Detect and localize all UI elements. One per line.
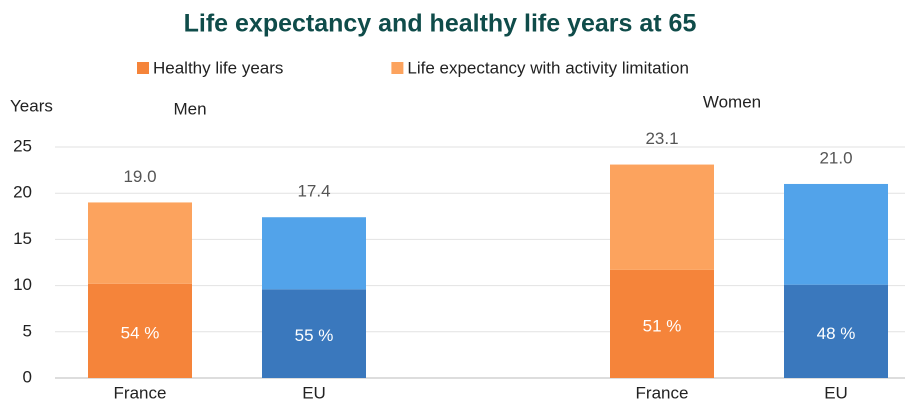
- legend-swatch: [137, 62, 149, 74]
- bar-segment: [784, 183, 888, 285]
- bar-segment: [610, 269, 714, 378]
- y-tick-label: 20: [13, 183, 32, 202]
- total-label: 23.1: [645, 129, 678, 148]
- share-label: 51 %: [643, 316, 682, 335]
- share-label: 54 %: [121, 323, 160, 342]
- chart-title: Life expectancy and healthy life years a…: [184, 10, 697, 38]
- x-tick-label: France: [114, 383, 167, 402]
- y-tick-label: 15: [13, 229, 32, 248]
- total-label: 19.0: [123, 167, 156, 186]
- y-axis-label: Years: [10, 96, 53, 115]
- y-tick-label: 5: [23, 321, 32, 340]
- bar-segment: [262, 289, 366, 378]
- x-tick-label: EU: [302, 383, 326, 402]
- bar-segment: [610, 164, 714, 270]
- bar-segment: [784, 284, 888, 378]
- y-tick-label: 10: [13, 275, 32, 294]
- total-label: 17.4: [297, 182, 330, 201]
- share-label: 55 %: [295, 326, 334, 345]
- legend-swatch: [391, 62, 404, 74]
- total-label: 21.0: [819, 148, 852, 167]
- bar-segment: [262, 217, 366, 290]
- legend-label: Healthy life years: [153, 58, 283, 77]
- y-tick-label: 25: [13, 136, 32, 155]
- group-label: Women: [703, 92, 761, 111]
- bar-segment: [88, 202, 192, 284]
- x-tick-label: EU: [824, 383, 848, 402]
- y-tick-label: 0: [23, 367, 32, 386]
- x-tick-label: France: [636, 383, 689, 402]
- bar-segment: [88, 283, 192, 378]
- legend-label: Life expectancy with activity limitation: [407, 58, 689, 77]
- share-label: 48 %: [817, 324, 856, 343]
- group-label: Men: [173, 99, 206, 118]
